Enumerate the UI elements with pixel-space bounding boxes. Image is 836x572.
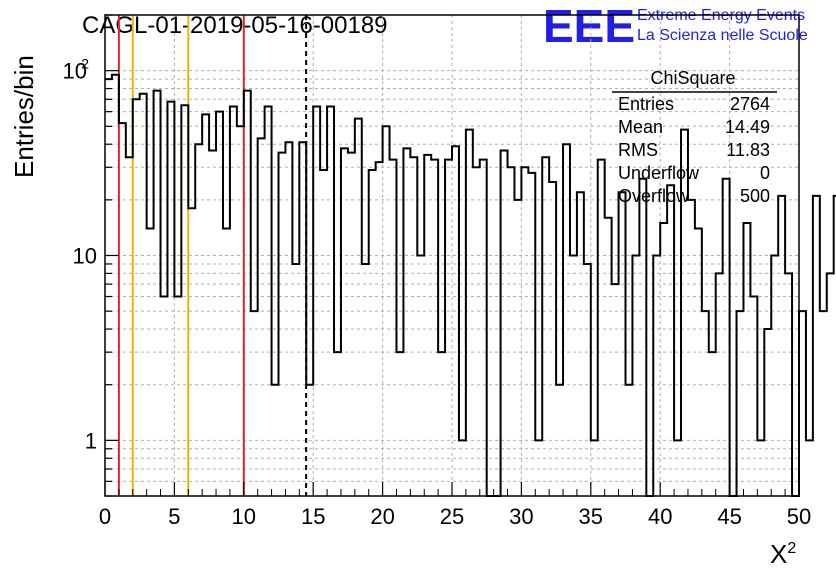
x-tick-label: 40 <box>648 504 672 529</box>
stats-row-value: 2764 <box>730 94 770 114</box>
y-tick-label: 1 <box>85 428 97 453</box>
stats-row-label: Underflow <box>618 163 700 183</box>
x-axis-label: X2 <box>770 539 796 569</box>
x-tick-label: 25 <box>440 504 464 529</box>
stats-row-label: Mean <box>618 117 663 137</box>
x-tick-label: 5 <box>168 504 180 529</box>
stats-row-label: Entries <box>618 94 674 114</box>
x-tick-label: 0 <box>99 504 111 529</box>
stats-row-value: 11.83 <box>726 140 770 160</box>
x-tick-label: 50 <box>787 504 811 529</box>
x-tick-label: 35 <box>579 504 603 529</box>
y-tick-label: 10 <box>73 244 97 269</box>
x-tick-label: 45 <box>717 504 741 529</box>
logo-line-2: La Scienza nelle Scuole <box>637 27 808 44</box>
grid <box>105 14 799 497</box>
stats-row-value: 0 <box>760 163 770 183</box>
x-tick-label: 30 <box>509 504 533 529</box>
stats-row-value: 500 <box>740 186 770 206</box>
chart-title: CAGL-01-2019-05-16-00189 <box>82 12 388 39</box>
stats-row-value: 14.49 <box>725 117 770 137</box>
y-axis-label: Entries/bin <box>9 55 39 178</box>
histogram-step-line <box>105 73 836 497</box>
x-tick-label: 10 <box>232 504 256 529</box>
stats-box: ChiSquare Entries 2764 Mean 14.49 RMS 11.83 Un… <box>612 68 777 206</box>
stats-row-label: Overflow <box>618 186 690 206</box>
x-tick-label: 15 <box>301 504 325 529</box>
x-tick-label: 20 <box>370 504 394 529</box>
stats-title: ChiSquare <box>650 68 735 88</box>
y-tick-label: 102 <box>63 56 90 84</box>
stats-row-label: RMS <box>618 140 658 160</box>
eee-logo-mark: EEE <box>543 0 635 52</box>
axes: 0 5 10 15 20 25 30 35 40 45 50 1 10 102 <box>63 14 811 529</box>
